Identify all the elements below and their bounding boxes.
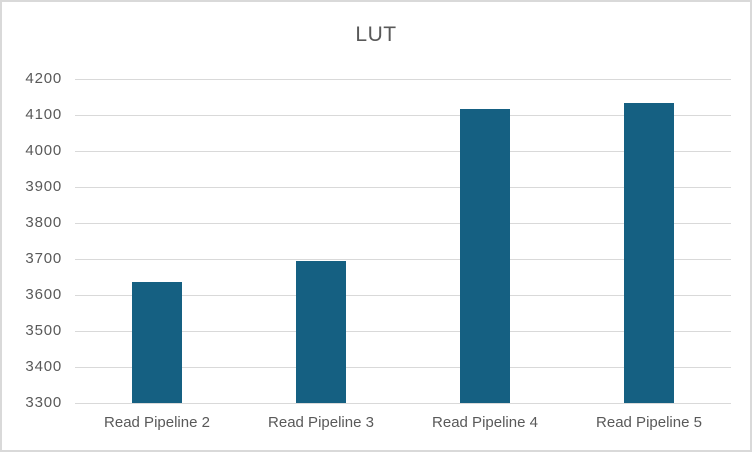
- gridline: [75, 295, 731, 296]
- chart-title: LUT: [355, 23, 397, 46]
- gridline: [75, 403, 731, 404]
- value-axis-tick-label: 4200: [25, 70, 62, 87]
- bar-read-pipeline-4: [460, 108, 510, 403]
- category-axis-label: Read Pipeline 4: [432, 414, 538, 431]
- gridline: [75, 331, 731, 332]
- bar-read-pipeline-2: [132, 282, 182, 403]
- bar-read-pipeline-3: [296, 260, 346, 403]
- value-axis-tick-label: 3400: [25, 358, 62, 375]
- category-axis-label: Read Pipeline 2: [104, 414, 210, 431]
- value-axis-tick-label: 4100: [25, 106, 62, 123]
- value-axis: 4200 4100 4000 3900 3800 3700 3600 3500 3400 3300: [2, 2, 62, 450]
- value-axis-tick-label: 3800: [25, 214, 62, 231]
- category-axis-label: Read Pipeline 5: [596, 414, 702, 431]
- gridline: [75, 115, 731, 116]
- category-axis: Read Pipeline 2 Read Pipeline 3 Read Pipel…: [75, 412, 731, 438]
- value-axis-tick-label: 3600: [25, 286, 62, 303]
- value-axis-tick-label: 3700: [25, 250, 62, 267]
- value-axis-tick-label: 4000: [25, 142, 62, 159]
- bars-layer: [75, 79, 731, 403]
- value-axis-tick-label: 3500: [25, 322, 62, 339]
- gridline: [75, 79, 731, 80]
- gridline: [75, 223, 731, 224]
- gridline: [75, 259, 731, 260]
- gridline: [75, 187, 731, 188]
- value-axis-tick-label: 3900: [25, 178, 62, 195]
- plot-area: [75, 79, 731, 404]
- category-axis-label: Read Pipeline 3: [268, 414, 374, 431]
- value-axis-tick-label: 3300: [25, 394, 62, 411]
- bar-read-pipeline-5: [624, 103, 674, 403]
- gridline: [75, 367, 731, 368]
- gridline: [75, 151, 731, 152]
